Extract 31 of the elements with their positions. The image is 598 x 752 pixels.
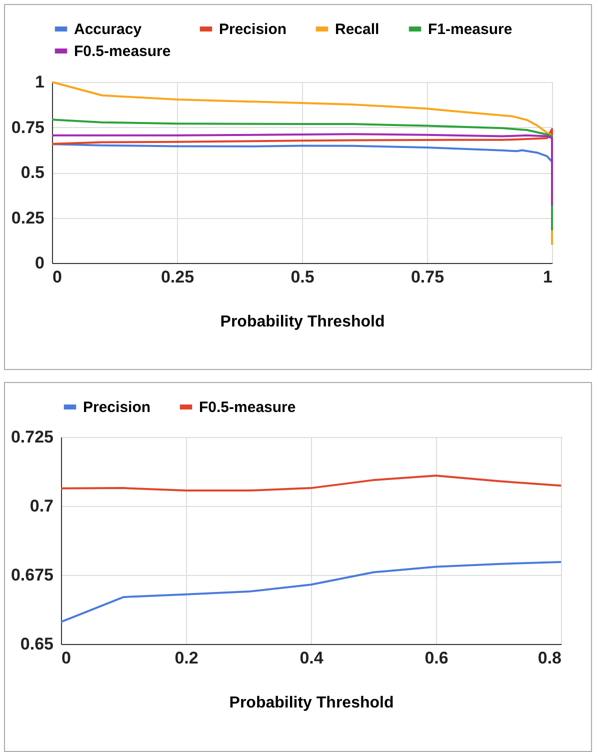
- x-tick-label: 0: [62, 648, 71, 668]
- legend-label: Accuracy: [74, 21, 142, 38]
- legend-label: F0.5-measure: [74, 43, 171, 60]
- y-tick-label: 0.5: [20, 163, 44, 182]
- line-series: [60, 474, 562, 492]
- x-axis-title: Probability Threshold: [229, 694, 394, 712]
- x-tick-label: 0.6: [424, 648, 448, 668]
- legend-label: F1-measure: [428, 21, 512, 38]
- y-tick-label: 0: [35, 254, 44, 272]
- y-tick-label: 0.65: [20, 634, 54, 654]
- y-tick-label: 0.675: [10, 566, 54, 584]
- x-tick-label: 1: [543, 268, 552, 286]
- line-series: [51, 128, 553, 145]
- legend-label: Precision: [219, 21, 287, 38]
- legend-label: Recall: [335, 21, 380, 38]
- y-tick-label: 0.7: [30, 496, 54, 516]
- x-tick-label: 0.8: [538, 648, 562, 668]
- x-tick-label: 0.4: [300, 648, 324, 668]
- x-tick-label: 0.2: [174, 648, 198, 668]
- x-tick-label: 0.75: [410, 268, 444, 286]
- y-tick-label: 1: [35, 72, 44, 92]
- x-axis-title: Probability Threshold: [220, 314, 385, 330]
- x-tick-label: 0.5: [290, 268, 314, 286]
- legend-label: F0.5-measure: [199, 399, 296, 416]
- y-tick-label: 0.725: [10, 428, 54, 446]
- legend-label: Precision: [83, 399, 151, 416]
- y-tick-label: 0.75: [11, 118, 44, 137]
- line-series: [60, 561, 562, 623]
- y-tick-label: 0.25: [11, 208, 44, 228]
- x-tick-label: 0.25: [160, 268, 194, 286]
- line-series: [51, 133, 553, 206]
